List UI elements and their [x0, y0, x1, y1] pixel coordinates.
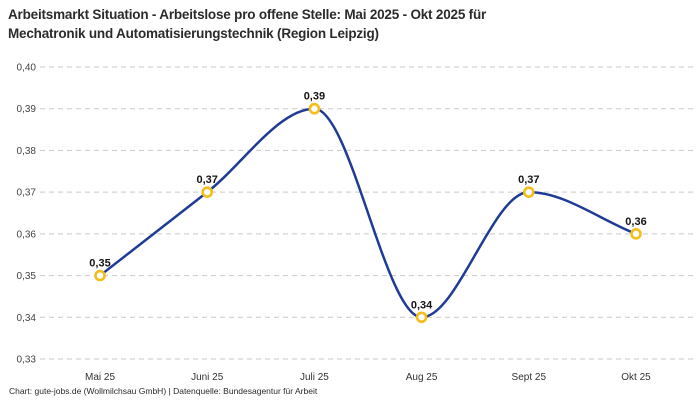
y-tick-label: 0,34	[17, 313, 37, 324]
y-tick-label: 0,36	[17, 229, 37, 240]
x-tick-label: Juli 25	[300, 372, 329, 383]
data-point-marker	[415, 311, 428, 324]
data-point-label: 0,37	[196, 174, 217, 186]
y-tick-label: 0,40	[17, 63, 37, 74]
data-point-label: 0,37	[518, 174, 539, 186]
chart-title-line1: Arbeitsmarkt Situation - Arbeitslose pro…	[8, 7, 487, 22]
chart-credit: Chart: gute-jobs.de (Wollmilchsau GmbH) …	[9, 386, 318, 396]
trend-line	[98, 107, 638, 319]
y-tick-label: 0,39	[17, 104, 37, 115]
data-point-label: 0,39	[304, 91, 325, 103]
data-point-marker	[94, 269, 106, 282]
chart-title-line2: Mechatronik und Automatisierungstechnik …	[8, 26, 379, 41]
y-tick-label: 0,37	[17, 188, 37, 199]
x-tick-label: Sept 25	[512, 372, 547, 383]
data-point-marker	[630, 228, 642, 240]
data-point-marker	[308, 102, 321, 115]
x-tick-label: Mai 25	[85, 372, 115, 383]
y-tick-label: 0,33	[17, 355, 37, 366]
y-tick-label: 0,38	[17, 146, 37, 157]
x-tick-label: Okt 25	[621, 372, 651, 383]
data-point-marker	[201, 186, 213, 198]
x-tick-label: Aug 25	[406, 372, 438, 383]
y-tick-label: 0,35	[17, 271, 37, 282]
x-tick-label: Juni 25	[191, 372, 224, 383]
data-point-label: 0,35	[89, 258, 110, 270]
chart-title: Arbeitsmarkt Situation - Arbeitslose pro…	[8, 5, 486, 43]
data-point-marker	[522, 186, 535, 198]
data-point-label: 0,36	[625, 216, 646, 228]
data-point-label: 0,34	[411, 299, 433, 311]
